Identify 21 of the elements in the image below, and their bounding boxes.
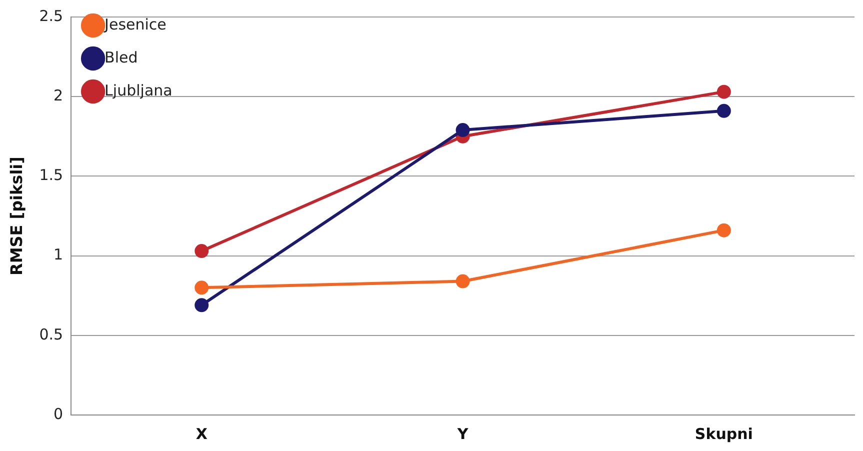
legend-label: Bled [104,48,138,66]
y-axis-title: RMSE [piksli] [6,156,26,276]
point [716,84,731,99]
point [716,104,731,118]
point [194,280,209,295]
point [194,244,209,258]
point [456,274,470,288]
legend-label: Ljubljana [104,81,172,100]
x-tick-label: Y [456,424,470,443]
y-tick-label: 0 [54,404,64,423]
point [456,123,470,138]
y-tick-label: 2 [54,86,64,104]
point [194,298,209,312]
point [716,223,731,238]
y-tick-label: 1 [54,246,64,264]
y-tick-label: 2.5 [39,6,64,25]
x-tick-label: X [196,424,208,443]
y-tick-label: 0.5 [39,325,64,344]
x-tick-label: Skupni [694,424,753,443]
y-tick-label: 1.5 [39,166,64,184]
legend-label: Jesenice [104,15,166,34]
